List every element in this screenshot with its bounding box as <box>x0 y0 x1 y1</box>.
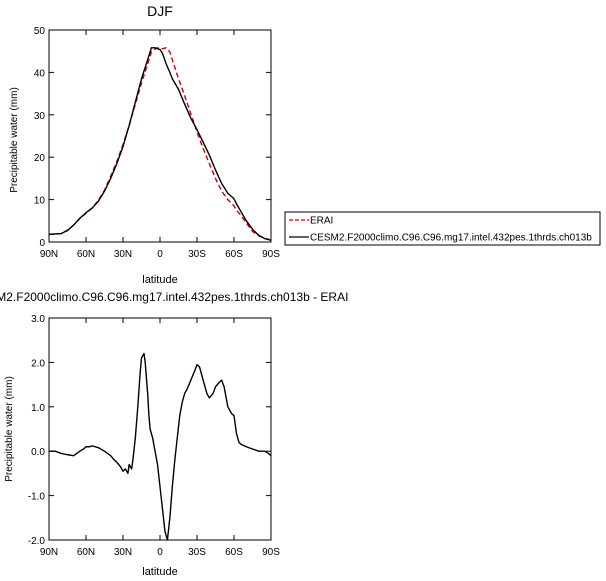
top-y-tick-label: 20 <box>34 153 46 164</box>
legend-cesm2-label: CESM2.F2000climo.C96.C96.mg17.intel.432p… <box>310 233 592 244</box>
top-x-tick-label: 30N <box>114 249 132 260</box>
bottom-x-tick-label: 60N <box>77 547 95 558</box>
bottom-x-tick-label: 0 <box>157 547 163 558</box>
top-series-line-1 <box>48 47 272 241</box>
top-plot-frame <box>48 29 272 243</box>
legend-erai-label: ERAI <box>310 216 333 227</box>
top-x-tick-label: 60S <box>225 249 243 260</box>
top-panel: DJF latitude Precipitable water (mm) 0 10… <box>9 3 280 286</box>
bottom-x-tick-label: 60S <box>225 547 243 558</box>
bottom-x-axis-label: latitude <box>142 566 177 578</box>
bottom-y-axis-label: Precipitable water (mm) <box>4 376 15 482</box>
top-y-axis-label: Precipitable water (mm) <box>9 87 20 193</box>
top-chart-title: DJF <box>147 3 173 19</box>
bottom-x-tick-label: 30N <box>114 547 132 558</box>
top-y-tick-label: 10 <box>34 196 46 207</box>
bottom-y-tick-label: -2.0 <box>28 536 46 547</box>
legend: ERAI CESM2.F2000climo.C96.C96.mg17.intel… <box>284 211 601 246</box>
top-x-tick-label: 60N <box>77 249 95 260</box>
bottom-panel: CESM2.F2000climo.C96.C96.mg17.intel.432p… <box>0 290 348 578</box>
bottom-y-tick-label: 1.0 <box>31 403 45 414</box>
top-x-tick-label: 90N <box>40 249 58 260</box>
bottom-y-tick-label: 2.0 <box>31 358 45 369</box>
top-x-axis-label: latitude <box>142 274 177 286</box>
bottom-x-tick-label: 90S <box>262 547 280 558</box>
top-y-tick-label: 0 <box>39 238 45 249</box>
bottom-plot-frame <box>48 317 272 541</box>
bottom-y-tick-label: 3.0 <box>31 314 45 325</box>
bottom-x-tick-label: 90N <box>40 547 58 558</box>
bottom-y-tick-label: -1.0 <box>28 492 46 503</box>
top-y-tick-label: 50 <box>34 26 46 37</box>
bottom-chart-title: CESM2.F2000climo.C96.C96.mg17.intel.432p… <box>0 290 348 304</box>
top-y-tick-label: 30 <box>34 111 46 122</box>
bottom-x-tick-label: 30S <box>188 547 206 558</box>
top-x-tick-label: 0 <box>157 249 163 260</box>
legend-box <box>284 211 601 246</box>
bottom-y-tick-label: 0.0 <box>31 447 45 458</box>
bottom-series-line-0 <box>49 352 272 541</box>
top-y-tick-label: 40 <box>34 68 46 79</box>
top-x-tick-label: 90S <box>262 249 280 260</box>
top-x-tick-label: 30S <box>188 249 206 260</box>
